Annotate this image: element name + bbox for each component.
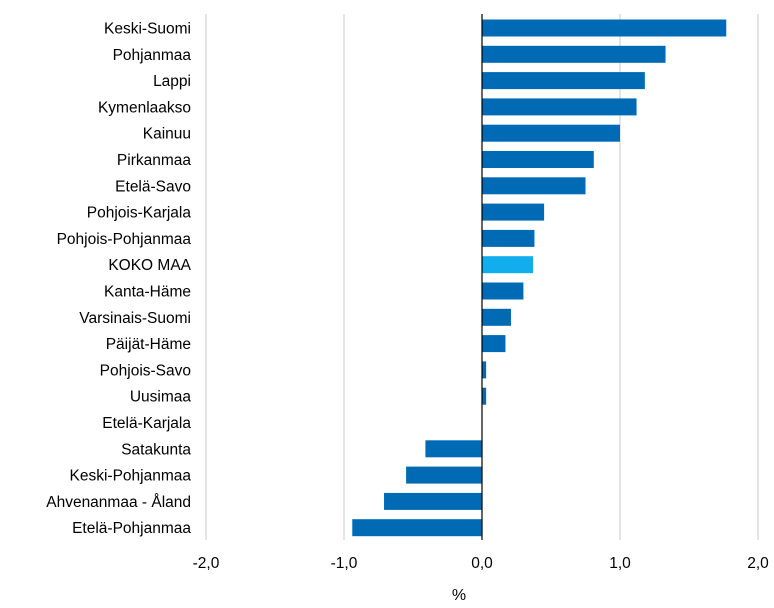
- category-label: KOKO MAA: [108, 257, 191, 274]
- category-label: Etelä-Savo: [115, 178, 191, 195]
- category-label: Lappi: [153, 73, 191, 90]
- bar-keski-suomi: [482, 19, 727, 37]
- bar-koko-maa: [482, 256, 534, 274]
- category-label: Etelä-Pohjanmaa: [72, 520, 191, 537]
- bar-etelä-savo: [482, 177, 586, 195]
- x-tick-label: 2,0: [747, 555, 769, 572]
- bar-varsinais-suomi: [482, 308, 511, 326]
- category-label: Päijät-Häme: [106, 336, 191, 353]
- bar-keski-pohjanmaa: [406, 466, 482, 484]
- bars: [352, 19, 727, 537]
- category-label: Kainuu: [143, 126, 191, 143]
- category-label: Kymenlaakso: [98, 99, 191, 116]
- category-label: Pohjois-Karjala: [87, 205, 192, 222]
- x-tick-label: 0,0: [471, 555, 493, 572]
- category-label: Varsinais-Suomi: [79, 310, 191, 327]
- category-label: Pirkanmaa: [117, 152, 191, 169]
- category-label: Etelä-Karjala: [102, 415, 191, 432]
- category-labels: Keski-Suomi Pohjanmaa Lappi Kymenlaakso Kain…: [46, 21, 191, 538]
- x-tick-label: 1,0: [609, 555, 631, 572]
- bar-satakunta: [425, 440, 482, 458]
- x-axis-label: %: [452, 587, 466, 603]
- bar-kanta-häme: [482, 282, 524, 300]
- category-label: Keski-Suomi: [104, 21, 191, 38]
- bar-pohjois-karjala: [482, 203, 545, 221]
- x-tick-label: -2,0: [193, 555, 220, 572]
- x-tick-label: -1,0: [331, 555, 358, 572]
- category-label: Keski-Pohjanmaa: [70, 468, 192, 485]
- category-label: Satakunta: [121, 441, 191, 458]
- category-label: Pohjanmaa: [113, 47, 192, 64]
- bar-pohjanmaa: [482, 45, 666, 63]
- category-label: Pohjois-Savo: [100, 362, 191, 379]
- bar-etelä-pohjanmaa: [352, 519, 482, 537]
- bar-pohjois-pohjanmaa: [482, 229, 535, 247]
- category-label: Uusimaa: [130, 389, 192, 406]
- category-label: Kanta-Häme: [104, 284, 191, 301]
- bar-uusimaa: [482, 387, 487, 405]
- category-label: Pohjois-Pohjanmaa: [57, 231, 192, 248]
- bar-ahvenanmaa-åland: [384, 492, 482, 510]
- bar-kymenlaakso: [482, 98, 637, 116]
- bar-päijät-häme: [482, 335, 506, 353]
- category-label: Ahvenanmaa - Åland: [46, 494, 191, 511]
- bar-lappi: [482, 72, 645, 90]
- bar-kainuu: [482, 124, 620, 142]
- bar-pohjois-savo: [482, 361, 487, 379]
- x-tick-labels: -2,0 -1,0 0,0 1,0 2,0: [193, 555, 770, 572]
- bar-pirkanmaa: [482, 151, 594, 168]
